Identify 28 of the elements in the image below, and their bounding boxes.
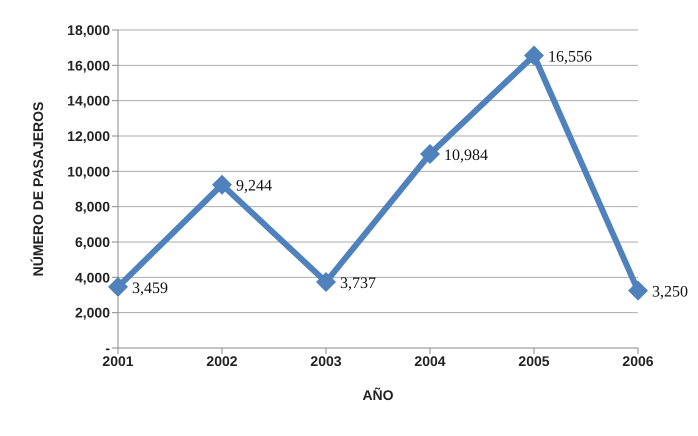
y-tick-label: 18,000: [67, 22, 110, 38]
point: [212, 174, 232, 195]
point: [628, 280, 648, 301]
point: [420, 144, 440, 164]
y-tick-label: 8,000: [74, 198, 110, 215]
y-tick-label: 6,000: [74, 234, 110, 250]
data-label: 10,984: [444, 146, 488, 164]
y-tick-label: 14,000: [67, 92, 110, 109]
x-tick-label: 2005: [518, 352, 550, 369]
data-label: 3,737: [340, 274, 376, 292]
y-tick-label: 10,000: [67, 163, 110, 180]
data-label: 3,459: [132, 280, 168, 297]
y-tick-label: 2,000: [74, 304, 110, 321]
x-axis-title: AÑO: [362, 387, 394, 403]
x-tick-label: 2003: [310, 352, 342, 369]
point: [108, 276, 128, 297]
y-tick-label: 4,000: [74, 269, 110, 286]
point: [524, 46, 544, 66]
y-tick-label: 12,000: [67, 128, 110, 144]
y-tick-label: 16,000: [67, 57, 110, 74]
data-label: 9,244: [236, 178, 272, 195]
y-axis-title: NÚMERO DE PASAJEROS: [30, 102, 46, 276]
data-label: 3,250: [652, 284, 688, 301]
x-tick-label: 2002: [206, 352, 238, 369]
data-label: 16,556: [548, 48, 592, 66]
x-tick-label: 2004: [414, 352, 446, 369]
point: [316, 272, 336, 292]
x-tick-label: 2006: [622, 352, 654, 369]
